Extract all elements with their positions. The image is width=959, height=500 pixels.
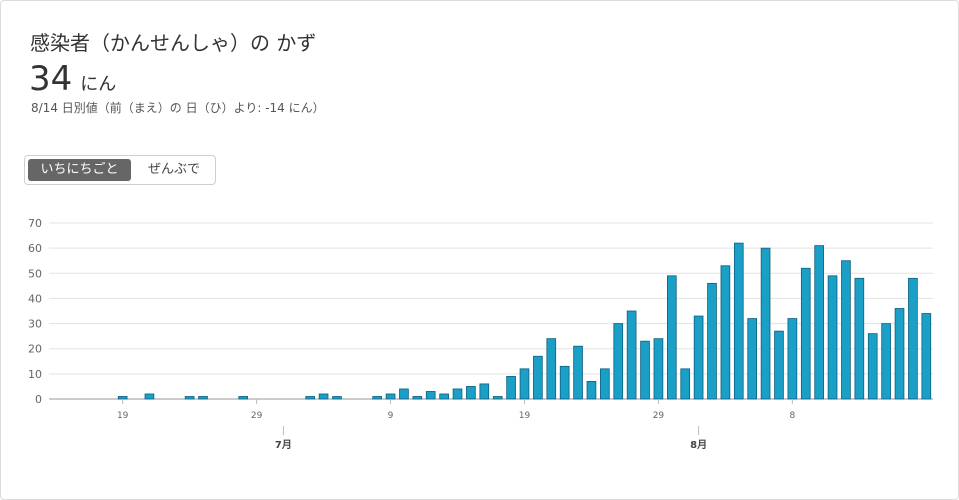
bar: [559, 365, 570, 400]
cumulative-toggle-button[interactable]: ぜんぶで: [147, 162, 200, 177]
bar: [894, 308, 905, 400]
daily-toggle-button[interactable]: いちにちごと: [28, 159, 131, 181]
bar: [613, 323, 624, 400]
bar: [546, 338, 557, 400]
bar: [707, 282, 717, 400]
bar: [305, 396, 316, 400]
month-label: 8月: [690, 439, 707, 451]
bar: [506, 375, 516, 400]
x-tick-label: 9: [388, 411, 394, 421]
bar: [908, 277, 918, 400]
month-label: 7月: [275, 439, 292, 451]
bar: [867, 333, 878, 400]
bar: [412, 396, 423, 400]
bar: [774, 330, 784, 400]
bar: [841, 260, 851, 400]
bar: [184, 396, 195, 400]
bar: [921, 313, 932, 400]
bar: [733, 242, 744, 400]
y-tick-label: 0: [35, 393, 42, 406]
x-tick-label: 8: [789, 411, 795, 421]
count-value: 34: [29, 59, 73, 99]
y-tick-label: 40: [28, 292, 42, 305]
bar: [800, 267, 811, 400]
bar: [385, 393, 396, 400]
bar: [666, 275, 677, 400]
y-tick-label: 70: [28, 217, 42, 230]
count-unit: にん: [80, 74, 117, 95]
bar: [425, 391, 436, 400]
bar: [854, 277, 865, 400]
bar: [586, 380, 597, 400]
bar: [747, 318, 758, 400]
bar: [198, 396, 208, 400]
x-tick-label: 29: [653, 411, 665, 421]
y-tick-label: 10: [28, 368, 42, 381]
y-tick-label: 60: [28, 242, 42, 255]
bar: [399, 388, 409, 400]
bar: [372, 396, 382, 400]
bar: [814, 245, 824, 400]
bar: [640, 340, 650, 400]
bar: [519, 368, 530, 400]
chart-title: 感染者（かんせんしゃ）の かず: [30, 31, 317, 55]
x-tick-label: 19: [117, 411, 129, 421]
bar: [439, 393, 449, 400]
bar: [144, 393, 155, 400]
total-count: 34 にん: [29, 59, 116, 99]
count-subtitle: 8/14 日別値（前（まえ）の 日（ひ）より: -14 にん）: [31, 101, 325, 115]
bar: [653, 338, 664, 400]
bar: [492, 396, 503, 400]
bar: [238, 396, 249, 400]
bar: [720, 265, 731, 400]
bar: [332, 396, 342, 400]
x-tick-label: 29: [251, 411, 263, 421]
bar: [452, 388, 463, 400]
bar: [600, 368, 610, 400]
y-tick-label: 20: [28, 343, 42, 356]
bar: [318, 393, 329, 400]
y-tick-label: 30: [28, 318, 42, 331]
y-tick-label: 50: [28, 267, 42, 280]
bar: [760, 247, 771, 400]
bar: [693, 315, 704, 400]
bar: [626, 310, 637, 400]
bar: [479, 383, 490, 400]
bar: [466, 386, 476, 400]
view-toggle: いちにちごと ぜんぶで: [24, 155, 216, 185]
bar: [117, 396, 128, 400]
bar: [881, 323, 891, 400]
bar: [787, 318, 798, 400]
bar: [533, 355, 543, 400]
bar: [573, 345, 583, 400]
bar: [827, 275, 838, 400]
bar: [680, 368, 691, 400]
x-tick-label: 19: [519, 411, 531, 421]
